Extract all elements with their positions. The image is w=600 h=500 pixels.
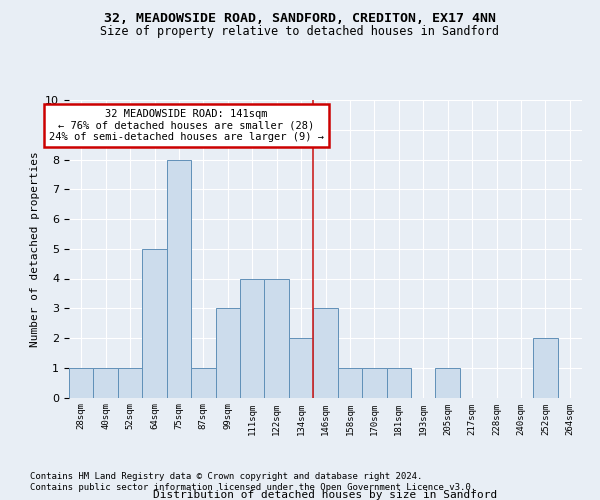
X-axis label: Distribution of detached houses by size in Sandford: Distribution of detached houses by size … bbox=[154, 490, 497, 500]
Bar bbox=[191, 368, 215, 398]
Bar bbox=[362, 368, 386, 398]
Bar bbox=[265, 278, 289, 398]
Bar bbox=[167, 160, 191, 398]
Bar bbox=[386, 368, 411, 398]
Y-axis label: Number of detached properties: Number of detached properties bbox=[30, 151, 40, 346]
Bar bbox=[533, 338, 557, 398]
Bar bbox=[118, 368, 142, 398]
Text: Size of property relative to detached houses in Sandford: Size of property relative to detached ho… bbox=[101, 25, 499, 38]
Bar bbox=[436, 368, 460, 398]
Bar bbox=[313, 308, 338, 398]
Text: 32 MEADOWSIDE ROAD: 141sqm
← 76% of detached houses are smaller (28)
24% of semi: 32 MEADOWSIDE ROAD: 141sqm ← 76% of deta… bbox=[49, 109, 324, 142]
Bar bbox=[338, 368, 362, 398]
Bar bbox=[94, 368, 118, 398]
Bar bbox=[69, 368, 94, 398]
Text: Contains public sector information licensed under the Open Government Licence v3: Contains public sector information licen… bbox=[30, 484, 476, 492]
Bar bbox=[142, 249, 167, 398]
Text: Contains HM Land Registry data © Crown copyright and database right 2024.: Contains HM Land Registry data © Crown c… bbox=[30, 472, 422, 481]
Bar bbox=[240, 278, 265, 398]
Bar bbox=[289, 338, 313, 398]
Text: 32, MEADOWSIDE ROAD, SANDFORD, CREDITON, EX17 4NN: 32, MEADOWSIDE ROAD, SANDFORD, CREDITON,… bbox=[104, 12, 496, 26]
Bar bbox=[215, 308, 240, 398]
